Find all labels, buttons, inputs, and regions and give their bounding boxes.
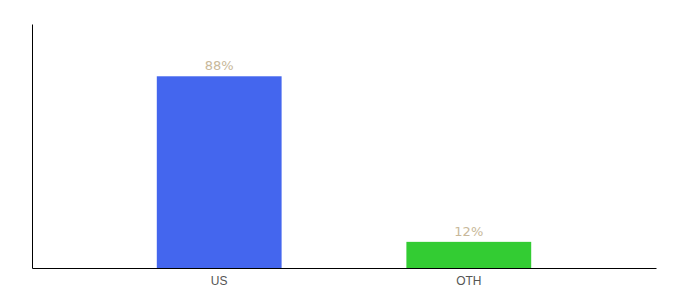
- x-tick-label: US: [211, 274, 228, 288]
- plot: US OTH 88% 12%: [33, 25, 657, 288]
- x-tick: US: [211, 274, 228, 288]
- y-axis: [32, 25, 33, 269]
- data-labels: 88% 12%: [205, 58, 484, 239]
- x-tick: OTH: [456, 274, 481, 288]
- x-axis-line: [33, 268, 657, 269]
- chart: US OTH 88% 12%: [0, 0, 680, 300]
- data-label: 88%: [205, 58, 234, 73]
- x-tick-label: OTH: [456, 274, 481, 288]
- x-axis: US OTH: [33, 269, 657, 288]
- bar: [406, 242, 531, 268]
- y-axis-line: [32, 25, 33, 269]
- bar: [157, 76, 282, 268]
- data-label: 12%: [454, 224, 483, 239]
- bars: [157, 76, 531, 268]
